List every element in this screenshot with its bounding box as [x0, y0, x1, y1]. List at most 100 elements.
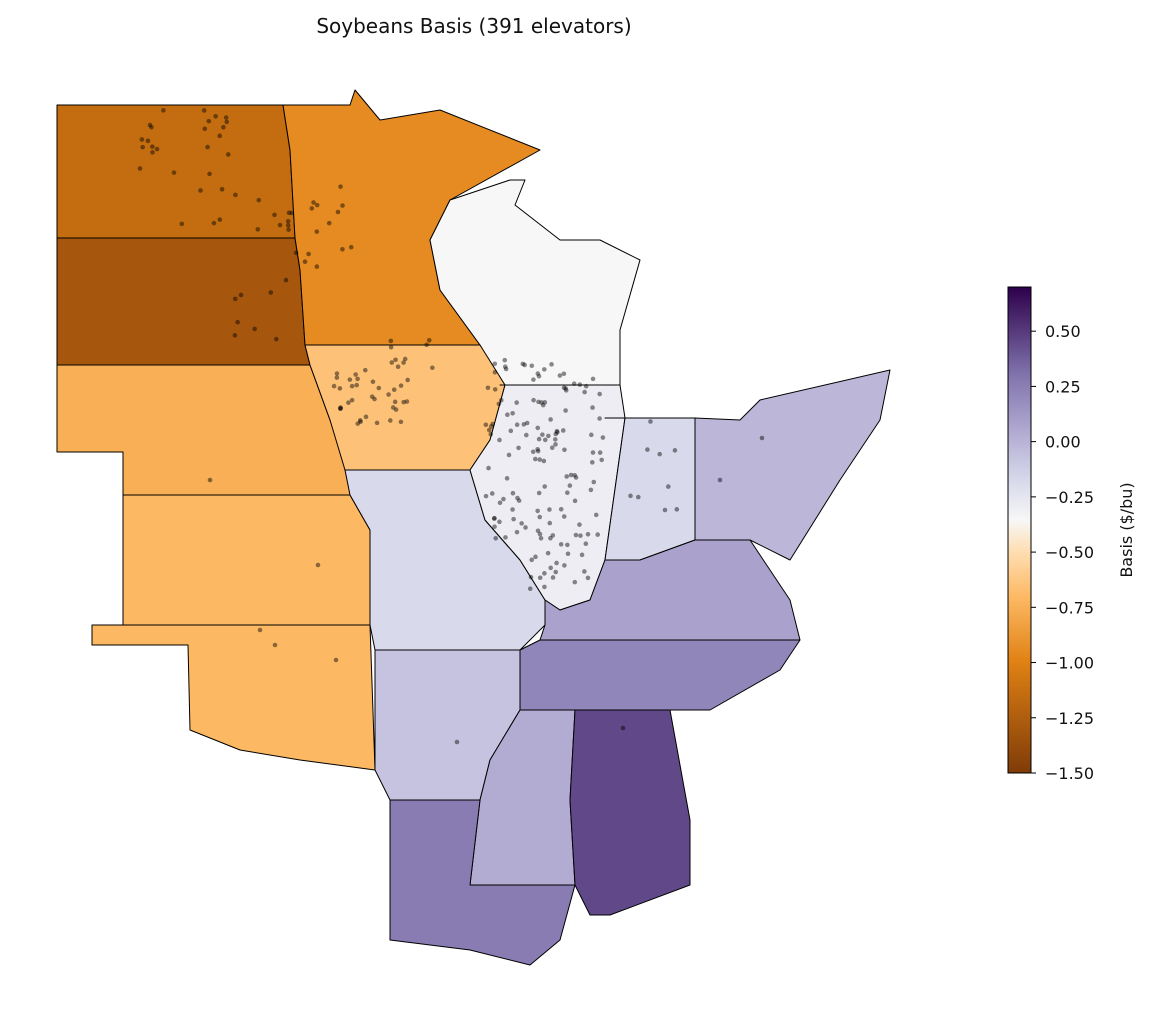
elevator-dot	[514, 400, 519, 405]
elevator-dot	[502, 364, 508, 370]
elevator-dot	[483, 422, 489, 428]
elevator-dot	[347, 377, 353, 382]
elevator-dot	[595, 532, 600, 537]
elevator-dot	[493, 536, 499, 541]
elevator-dot	[207, 477, 213, 483]
elevator-dot	[562, 447, 567, 453]
elevator-dot	[657, 451, 663, 457]
elevator-dot	[285, 223, 291, 228]
elevator-dot	[486, 427, 492, 433]
state-tennessee: Tennessee	[519, 639, 801, 711]
elevator-dot	[538, 535, 544, 541]
elevator-dot	[357, 418, 363, 423]
elevator-dot	[568, 472, 574, 478]
elevator-dot	[257, 627, 263, 633]
elevator-dot	[514, 422, 520, 427]
elevator-dot	[224, 119, 230, 125]
colorbar-tick-label: −0.75	[1045, 598, 1094, 617]
elevator-dot	[533, 456, 538, 462]
elevator-dot	[502, 357, 508, 363]
elevator-dot	[537, 457, 543, 462]
elevator-dot	[337, 386, 343, 391]
elevator-dot	[363, 414, 369, 420]
colorbar-tick-label: 0.00	[1045, 433, 1081, 452]
elevator-dot	[205, 144, 210, 150]
state-louisiana: Louisiana	[389, 799, 576, 966]
elevator-dot	[315, 562, 321, 568]
elevator-dot	[314, 202, 320, 208]
elevator-dot	[589, 460, 595, 465]
elevator-dot	[272, 642, 278, 648]
elevator-dot	[542, 584, 547, 590]
elevator-dot	[635, 494, 641, 500]
state-ohio: Ohio	[694, 369, 891, 561]
elevator-dot	[273, 336, 279, 342]
elevator-dot	[557, 373, 563, 378]
elevator-dot	[206, 118, 212, 124]
elevator-dot	[554, 428, 560, 434]
elevator-dot	[492, 524, 497, 530]
elevator-dot	[338, 406, 344, 411]
elevator-dot	[333, 657, 339, 663]
elevator-dot	[225, 152, 231, 157]
elevator-dot	[516, 498, 522, 503]
elevator-dot	[510, 410, 515, 416]
elevator-dot	[338, 184, 343, 189]
elevator-dot	[582, 389, 587, 395]
elevator-dot	[388, 345, 394, 350]
elevator-dot	[492, 387, 498, 392]
state-north-dakota: North Dakota	[56, 104, 296, 239]
elevator-dot	[393, 407, 399, 412]
state-kansas: Kansas	[122, 494, 371, 626]
elevator-dot	[391, 387, 397, 393]
elevator-dot	[286, 210, 292, 216]
elevator-dot	[140, 144, 145, 150]
elevator-dot	[503, 366, 509, 372]
elevator-dot	[219, 187, 225, 192]
elevator-dot	[202, 126, 208, 132]
elevator-dot	[497, 500, 503, 506]
elevator-dot	[542, 400, 548, 405]
elevator-dot	[547, 520, 553, 526]
elevator-dot	[582, 569, 587, 574]
elevator-dot	[483, 493, 489, 499]
elevator-dot	[492, 361, 498, 367]
elevator-dot	[334, 375, 340, 380]
elevator-dot	[217, 217, 223, 222]
elevator-dot	[549, 362, 554, 367]
elevator-dot	[533, 554, 538, 560]
colorbar-tick-label: −0.50	[1045, 543, 1094, 562]
elevator-dot	[139, 137, 145, 142]
elevator-dot	[529, 363, 535, 369]
elevator-dot	[454, 739, 460, 745]
elevator-dot	[137, 166, 143, 171]
elevator-dot	[588, 487, 594, 493]
elevator-dot	[553, 431, 559, 437]
elevator-dot	[645, 447, 650, 452]
elevator-dot	[346, 400, 351, 405]
elevator-dot	[562, 563, 567, 568]
elevator-dot	[628, 493, 633, 499]
elevator-dot	[520, 361, 526, 367]
state-oklahoma: Oklahoma	[91, 624, 376, 771]
elevator-dot	[546, 433, 551, 439]
elevator-dot	[388, 418, 393, 423]
elevator-dot	[552, 437, 558, 442]
elevator-dot	[593, 512, 599, 518]
elevator-dot	[717, 477, 723, 483]
elevator-dot	[560, 428, 566, 433]
elevator-dot	[388, 338, 394, 344]
elevator-dot	[547, 507, 552, 512]
elevator-dot	[393, 357, 398, 363]
elevator-dot	[531, 397, 536, 403]
elevator-dot	[573, 475, 579, 480]
elevator-dot	[510, 490, 516, 496]
elevator-dot	[497, 437, 502, 443]
elevator-dot	[561, 385, 567, 391]
elevator-dot	[672, 448, 678, 453]
elevator-dot	[535, 448, 541, 454]
elevator-dot	[555, 430, 560, 435]
elevator-dot	[553, 569, 559, 575]
elevator-dot	[563, 386, 568, 391]
